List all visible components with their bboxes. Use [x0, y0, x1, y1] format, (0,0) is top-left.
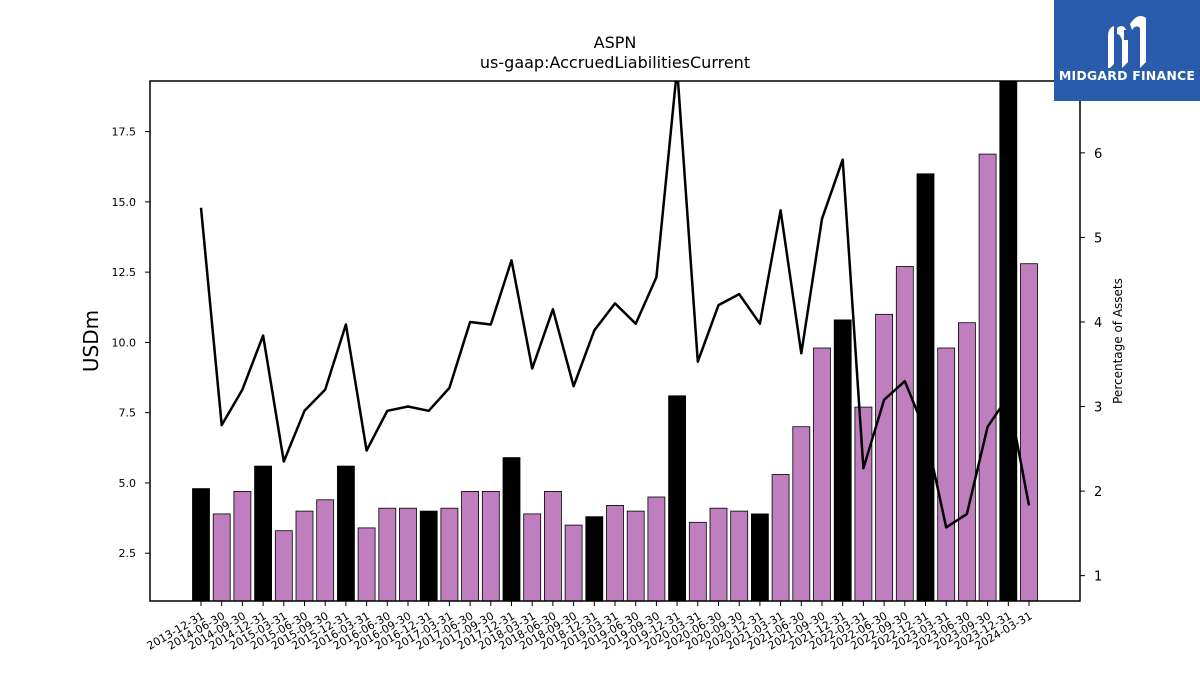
- bar-2022-06-30: [875, 313, 893, 601]
- bar-2022-12-31: [916, 173, 935, 601]
- y-tick-label: 12.5: [112, 266, 137, 279]
- bar-2016-06-30: [378, 507, 397, 601]
- bar-2022-03-31: [854, 406, 873, 601]
- y2-tick-label: 2: [1094, 485, 1102, 500]
- brand-name: MIDGARD FINANCE: [1058, 68, 1196, 83]
- bar-2024-03-31: [1020, 263, 1038, 601]
- y-tick-label: 10.0: [112, 336, 137, 349]
- midgard-logo-icon: [1108, 16, 1146, 68]
- bar-2013-12-31: [192, 488, 210, 601]
- y2-tick-label: 3: [1094, 401, 1102, 416]
- bar-2021-03-31: [771, 474, 790, 601]
- bar-2020-09-30: [730, 510, 749, 601]
- y-tick-label: 15.0: [112, 196, 137, 209]
- brand-logo: MIDGARD FINANCE: [1054, 0, 1200, 101]
- bar-2022-09-30: [895, 266, 914, 601]
- bar-2018-12-31: [585, 516, 604, 601]
- percentage-line: [199, 81, 1031, 529]
- y2-tick-label: 5: [1094, 231, 1102, 246]
- bar-2020-06-30: [709, 507, 728, 601]
- bar-2017-09-30: [481, 490, 500, 601]
- bar-2021-06-30: [792, 426, 811, 601]
- bar-2023-03-31: [937, 347, 956, 601]
- chart-subtitle: us-gaap:AccruedLiabilitiesCurrent: [480, 53, 750, 72]
- bar-2015-12-31: [336, 465, 355, 601]
- bar-2018-09-30: [564, 524, 583, 601]
- bar-2018-06-30: [544, 490, 562, 601]
- bar-2014-06-30: [212, 513, 231, 601]
- bar-2016-12-31: [419, 510, 438, 601]
- y-tick-label: 5.0: [119, 477, 137, 490]
- bar-2021-12-31: [833, 319, 852, 601]
- y-tick-label: 2.5: [119, 547, 137, 560]
- y-tick-label: 7.5: [119, 407, 137, 420]
- y2-tick-label: 1: [1094, 570, 1102, 585]
- chart-title: ASPN: [594, 33, 637, 52]
- bar-2014-09-30: [233, 490, 252, 601]
- bar-2020-12-31: [751, 513, 769, 601]
- bar-2023-06-30: [958, 322, 976, 601]
- bar-2017-03-31: [440, 507, 459, 601]
- y2-axis-label: Percentage of Assets: [1111, 278, 1125, 404]
- y2-tick-label: 6: [1094, 147, 1102, 162]
- bar-2015-06-30: [295, 510, 314, 601]
- bar-2015-03-31: [274, 530, 293, 601]
- bar-2016-03-31: [357, 527, 376, 601]
- bar-2019-12-31: [668, 395, 686, 601]
- bar-2014-12-31: [254, 465, 273, 601]
- bar-2021-09-30: [813, 347, 831, 601]
- bar-2020-03-31: [688, 521, 707, 601]
- bar-2019-06-30: [626, 510, 645, 601]
- y-axis-label: USDm: [79, 310, 103, 372]
- y-tick-label: 17.5: [112, 126, 137, 139]
- bar-2016-09-30: [399, 507, 417, 601]
- bar-2015-09-30: [316, 499, 335, 601]
- bar-2018-03-31: [523, 513, 542, 601]
- bar-2023-09-30: [978, 153, 997, 601]
- y2-tick-label: 4: [1094, 316, 1102, 331]
- plot-frame: [149, 80, 1081, 602]
- bar-2019-09-30: [647, 496, 666, 601]
- bar-2017-12-31: [502, 457, 521, 601]
- bar-2017-06-30: [461, 490, 480, 601]
- bar-2023-12-31: [999, 81, 1018, 601]
- bar-2019-03-31: [606, 504, 624, 601]
